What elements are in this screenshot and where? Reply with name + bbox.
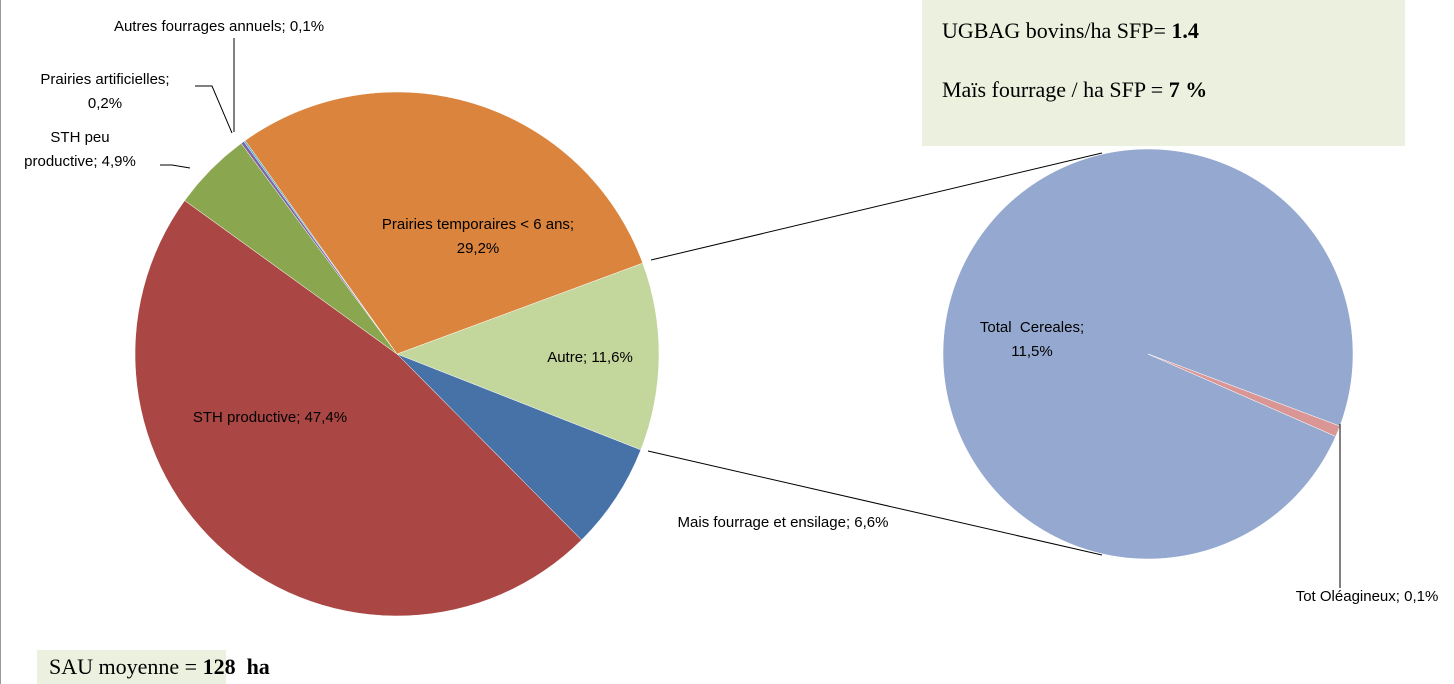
pie-slice [244, 91, 644, 355]
stat-line: SAU moyenne = 128 ha [49, 654, 270, 680]
stat-value: 1.4 [1171, 18, 1199, 43]
data-label: STH productive; 47,4% [192, 409, 348, 426]
data-label: Autres fourrages annuels; 0,1% [113, 18, 325, 35]
stat-text: SAU moyenne = [49, 654, 203, 679]
stat-line: UGBAG bovins/ha SFP= 1.4 [942, 18, 1199, 44]
data-label: Autre; 11,6% [547, 349, 633, 366]
data-label: Total Cereales; 11,5% [979, 319, 1085, 360]
data-label: Prairies temporaires < 6 ans; 29,2% [381, 216, 575, 257]
sau-box: SAU moyenne = 128 ha [37, 650, 270, 684]
stat-text: Maïs fourrage / ha SFP = [942, 77, 1169, 102]
leader-line [195, 85, 233, 134]
stat-value: 7 % [1168, 77, 1208, 102]
pie-slice [134, 200, 582, 617]
stats-box: UGBAG bovins/ha SFP= 1.4 Maïs fourrage /… [922, 0, 1405, 146]
leader-line [650, 152, 1103, 261]
data-label: Prairies artificielles; 0,2% [40, 71, 170, 112]
leader-line [647, 450, 1103, 556]
pie-slice [396, 262, 660, 451]
data-label: STH peu productive; 4,9% [24, 129, 136, 170]
stat-text: UGBAG bovins/ha SFP= [942, 18, 1172, 43]
stat-line: Maïs fourrage / ha SFP = 7 % [942, 77, 1207, 103]
leader-line [160, 164, 191, 169]
stat-value: 128 ha [202, 654, 270, 679]
data-label: Tot Oléagineux; 0,1% [1295, 588, 1439, 605]
pie-slice [396, 353, 642, 541]
data-label: Mais fourrage et ensilage; 6,6% [677, 514, 889, 531]
